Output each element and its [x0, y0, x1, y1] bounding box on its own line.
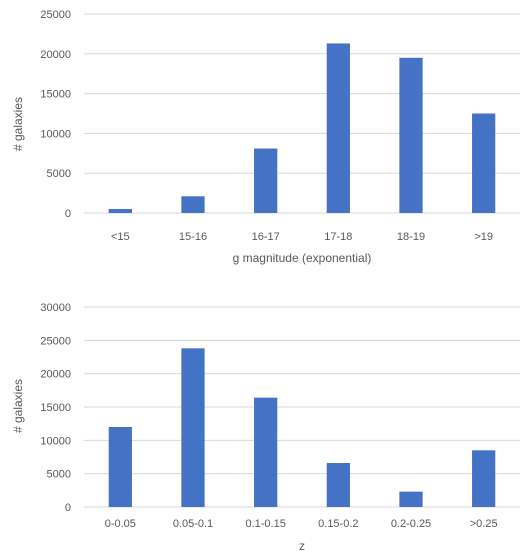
y-axis-title: # galaxies [11, 97, 25, 151]
x-tick-label: 15-16 [179, 231, 207, 243]
bar [472, 113, 496, 213]
x-tick-label: 18-19 [397, 231, 425, 243]
y-tick-label: 5000 [47, 469, 71, 481]
x-tick-label: 0.1-0.15 [245, 518, 285, 530]
y-tick-label: 15000 [40, 89, 71, 101]
x-axis-title: z [299, 539, 305, 553]
x-tick-label: 0-0.05 [105, 518, 136, 530]
y-tick-label: 10000 [40, 128, 71, 140]
y-tick-label: 25000 [40, 9, 71, 21]
x-tick-label: >0.25 [470, 518, 498, 530]
y-tick-label: 5000 [47, 168, 71, 180]
x-tick-label: 0.05-0.1 [173, 518, 213, 530]
x-tick-label: 17-18 [324, 231, 352, 243]
bar [254, 397, 278, 507]
y-tick-label: 20000 [40, 49, 71, 61]
chart-redshift: # galaxies z 0 5000 10000 15000 20000 25000 30… [11, 302, 520, 553]
x-tick-label: 0.2-0.25 [391, 518, 431, 530]
bar [108, 427, 132, 507]
bar [326, 463, 350, 507]
chart-g-magnitude: # galaxies g magnitude (exponential) 0 50… [11, 9, 520, 265]
bar [254, 148, 278, 213]
x-tick-label: >19 [474, 231, 493, 243]
bar [472, 450, 496, 507]
y-tick-label: 15000 [40, 402, 71, 414]
bar [399, 57, 423, 213]
bar [399, 491, 423, 507]
bar [181, 348, 205, 507]
y-tick-label: 0 [65, 502, 71, 514]
y-tick-label: 10000 [40, 435, 71, 447]
y-axis-title: # galaxies [11, 379, 25, 433]
x-axis-title: g magnitude (exponential) [233, 251, 372, 265]
y-tick-label: 0 [65, 208, 71, 220]
x-tick-label: 16-17 [252, 231, 280, 243]
x-tick-label: <15 [111, 231, 130, 243]
bar [108, 209, 132, 213]
bar [181, 196, 205, 213]
y-tick-label: 30000 [40, 302, 71, 314]
y-tick-label: 20000 [40, 369, 71, 381]
x-tick-label: 0.15-0.2 [318, 518, 358, 530]
bar [326, 43, 350, 214]
y-tick-label: 25000 [40, 335, 71, 347]
